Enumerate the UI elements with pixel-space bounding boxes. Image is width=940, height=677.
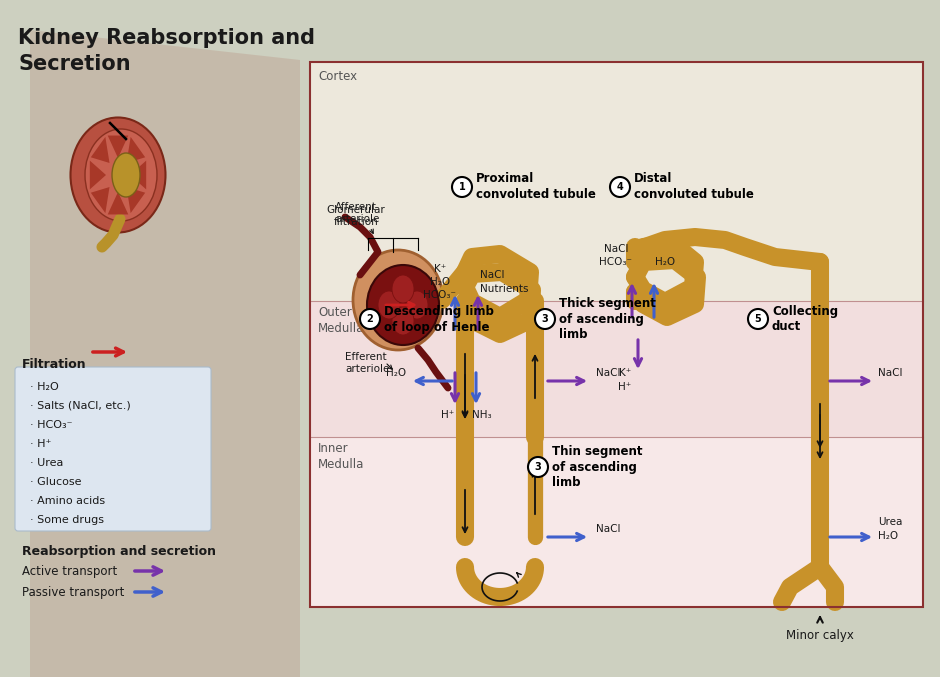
Text: · Salts (NaCl, etc.): · Salts (NaCl, etc.) — [30, 401, 131, 411]
Bar — [310, 62, 923, 301]
Text: Minor calyx: Minor calyx — [786, 629, 854, 642]
Polygon shape — [127, 137, 145, 163]
Ellipse shape — [406, 291, 428, 319]
Polygon shape — [108, 192, 128, 215]
Text: · Some drugs: · Some drugs — [30, 515, 104, 525]
Circle shape — [748, 309, 768, 329]
Ellipse shape — [378, 291, 400, 319]
Text: NaCl
HCO₃⁻: NaCl HCO₃⁻ — [600, 244, 633, 267]
Text: NaCl: NaCl — [878, 368, 902, 378]
Text: Thick segment
of ascending
limb: Thick segment of ascending limb — [559, 297, 656, 341]
Text: K⁺
H₂O
HCO₃⁻: K⁺ H₂O HCO₃⁻ — [424, 264, 457, 300]
Circle shape — [360, 309, 380, 329]
Circle shape — [535, 309, 555, 329]
Text: Collecting
duct: Collecting duct — [772, 305, 838, 334]
Ellipse shape — [392, 275, 414, 303]
Ellipse shape — [353, 250, 443, 350]
Bar — [310, 437, 923, 607]
FancyBboxPatch shape — [15, 367, 211, 531]
Text: Glomerular
filtration: Glomerular filtration — [326, 205, 385, 227]
Text: Active transport: Active transport — [22, 565, 118, 578]
Text: Passive transport: Passive transport — [22, 586, 124, 599]
Text: · H₂O: · H₂O — [30, 382, 58, 392]
Text: 4: 4 — [617, 182, 623, 192]
Text: Efferent
arteriole: Efferent arteriole — [345, 352, 389, 374]
Text: Descending limb
of loop of Henle: Descending limb of loop of Henle — [384, 305, 494, 334]
Text: Afferent
arteriole: Afferent arteriole — [335, 202, 380, 224]
Polygon shape — [30, 30, 300, 677]
Bar — [310, 62, 923, 607]
Polygon shape — [127, 187, 145, 213]
Bar — [310, 301, 923, 437]
Polygon shape — [90, 160, 106, 190]
Text: Cortex: Cortex — [318, 70, 357, 83]
Polygon shape — [91, 137, 110, 163]
Circle shape — [452, 177, 472, 197]
Text: · HCO₃⁻: · HCO₃⁻ — [30, 420, 72, 430]
Text: 1: 1 — [459, 182, 465, 192]
Text: Inner
Medulla: Inner Medulla — [318, 442, 365, 471]
Ellipse shape — [70, 118, 165, 232]
Text: · Glucose: · Glucose — [30, 477, 82, 487]
Polygon shape — [108, 135, 128, 158]
Polygon shape — [130, 160, 147, 190]
Ellipse shape — [392, 307, 414, 335]
Text: H⁺: H⁺ — [442, 410, 455, 420]
Circle shape — [610, 177, 630, 197]
Text: Proximal
convoluted tubule: Proximal convoluted tubule — [476, 173, 596, 202]
Text: NH₃: NH₃ — [472, 410, 492, 420]
Text: 2: 2 — [367, 314, 373, 324]
Text: Thin segment
of ascending
limb: Thin segment of ascending limb — [552, 445, 643, 489]
Text: Outer
Medulla: Outer Medulla — [318, 306, 365, 335]
Text: Kidney Reabsorption and
Secretion: Kidney Reabsorption and Secretion — [18, 28, 315, 74]
Text: NaCl: NaCl — [596, 368, 620, 378]
Text: H₂O: H₂O — [386, 368, 406, 378]
Text: Urea
H₂O: Urea H₂O — [878, 517, 902, 541]
Text: 3: 3 — [541, 314, 548, 324]
Text: · Urea: · Urea — [30, 458, 63, 468]
Text: Reabsorption and secretion: Reabsorption and secretion — [22, 545, 216, 558]
Circle shape — [528, 457, 548, 477]
Text: K⁺
H⁺: K⁺ H⁺ — [619, 368, 632, 391]
Ellipse shape — [112, 153, 140, 197]
Text: Filtration: Filtration — [22, 358, 86, 371]
Text: 5: 5 — [755, 314, 761, 324]
Ellipse shape — [367, 265, 439, 345]
Polygon shape — [91, 187, 110, 213]
Text: · Amino acids: · Amino acids — [30, 496, 105, 506]
Text: Distal
convoluted tubule: Distal convoluted tubule — [634, 173, 754, 202]
Ellipse shape — [85, 129, 157, 221]
Text: NaCl: NaCl — [596, 524, 620, 534]
Text: H₂O: H₂O — [655, 257, 675, 267]
Text: 3: 3 — [535, 462, 541, 472]
Text: · H⁺: · H⁺ — [30, 439, 52, 449]
Text: NaCl
Nutrients: NaCl Nutrients — [480, 270, 528, 294]
